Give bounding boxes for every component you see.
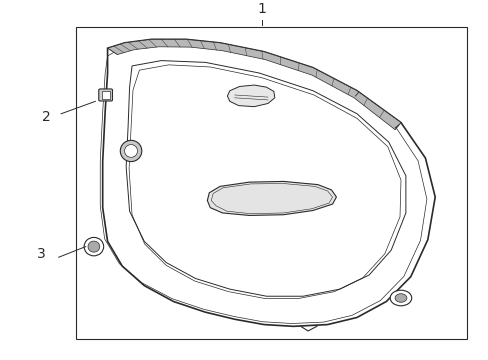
Circle shape	[394, 294, 406, 302]
Text: 1: 1	[257, 2, 265, 16]
Bar	[76, 27, 466, 339]
Ellipse shape	[124, 145, 137, 157]
Ellipse shape	[88, 241, 100, 252]
FancyBboxPatch shape	[99, 89, 112, 101]
Text: 2: 2	[42, 110, 51, 124]
Polygon shape	[207, 181, 336, 215]
Polygon shape	[107, 39, 400, 130]
Ellipse shape	[120, 140, 142, 162]
Bar	[102, 91, 109, 99]
Ellipse shape	[84, 237, 103, 256]
Polygon shape	[102, 39, 434, 326]
Polygon shape	[227, 85, 274, 107]
Text: 3: 3	[37, 247, 46, 261]
Circle shape	[389, 290, 411, 306]
